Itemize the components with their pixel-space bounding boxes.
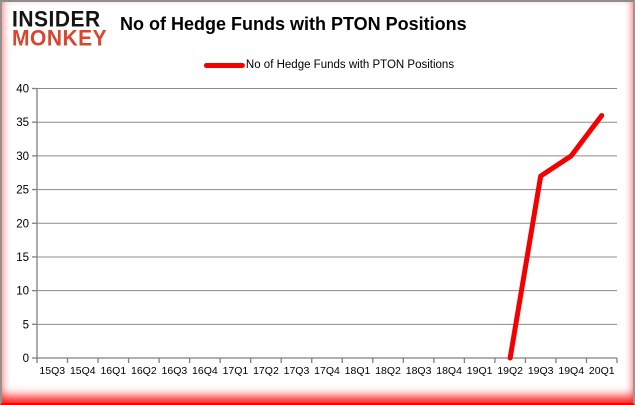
legend: No of Hedge Funds with PTON Positions <box>203 59 455 71</box>
y-tick-label: 40 <box>16 84 29 96</box>
x-tick-label: 19Q4 <box>558 365 584 377</box>
x-tick-label: 18Q1 <box>345 365 371 377</box>
x-tick-label: 17Q4 <box>314 365 340 377</box>
y-tick-label: 10 <box>16 286 29 298</box>
x-tick-label: 19Q3 <box>528 365 554 377</box>
y-tick-label: 35 <box>16 117 29 129</box>
x-tick-label: 16Q3 <box>162 365 188 377</box>
legend-line-swatch <box>203 62 245 68</box>
x-tick-label: 15Q3 <box>39 365 65 377</box>
x-tick-label: 17Q2 <box>253 365 279 377</box>
x-tick-label: 16Q2 <box>131 365 157 377</box>
legend-label: No of Hedge Funds with PTON Positions <box>245 59 455 71</box>
y-tick-label: 20 <box>16 218 29 230</box>
chart-title: No of Hedge Funds with PTON Positions <box>120 14 467 34</box>
x-tick-label: 18Q4 <box>436 365 462 377</box>
x-tick-label: 17Q3 <box>284 365 310 377</box>
x-tick-label: 20Q1 <box>589 365 615 377</box>
x-tick-label: 16Q4 <box>192 365 218 377</box>
x-tick-label: 16Q1 <box>100 365 126 377</box>
x-tick-label: 19Q2 <box>497 365 523 377</box>
x-tick-label: 17Q1 <box>223 365 249 377</box>
y-tick-label: 0 <box>23 353 29 365</box>
x-tick-label: 19Q1 <box>467 365 493 377</box>
logo-text-monkey: MONKEY <box>12 26 108 51</box>
y-tick-label: 15 <box>16 252 29 264</box>
x-tick-label: 15Q4 <box>70 365 96 377</box>
x-tick-label: 18Q3 <box>406 365 432 377</box>
series-line <box>507 112 605 361</box>
x-tick-label: 18Q2 <box>375 365 401 377</box>
insider-monkey-logo: INSIDER MONKEY <box>12 7 108 51</box>
y-tick-label: 25 <box>16 185 29 197</box>
y-tick-label: 30 <box>16 151 29 163</box>
y-tick-label: 5 <box>23 319 29 331</box>
logo-text-insider: INSIDER <box>12 7 101 32</box>
